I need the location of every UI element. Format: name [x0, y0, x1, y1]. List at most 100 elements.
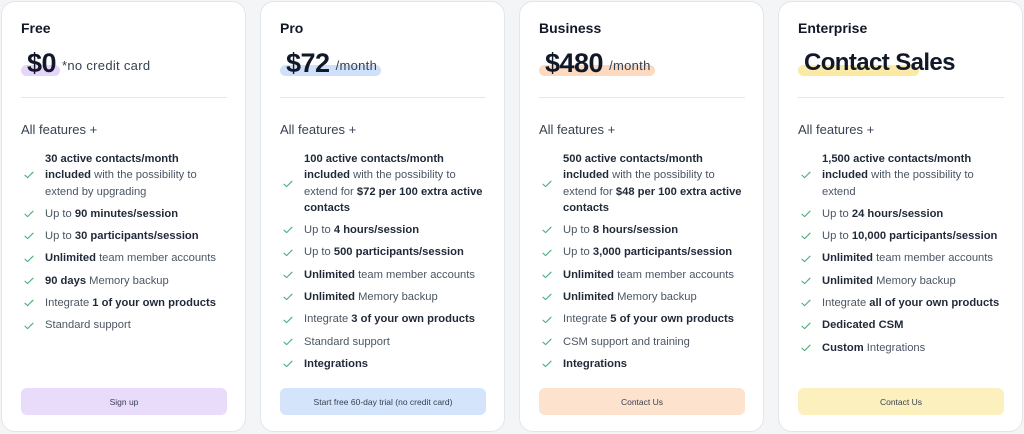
feature-item: Integrate 5 of your own products: [539, 311, 745, 327]
check-icon: [800, 297, 812, 309]
check-icon: [23, 297, 35, 309]
feature-text: Up to 8 hours/session: [563, 224, 679, 237]
feature-item: Unlimited team member accounts: [21, 250, 227, 266]
feature-item: Up to 500 participants/session: [280, 244, 486, 260]
check-icon: [800, 230, 812, 242]
divider: [798, 97, 1004, 98]
feature-text: Up to 90 minutes/session: [45, 207, 179, 220]
sign-up-button[interactable]: Sign up: [21, 388, 227, 415]
check-icon: [282, 314, 294, 326]
contact-us-button[interactable]: Contact Us: [798, 388, 1004, 415]
price-highlight: [280, 65, 382, 76]
divider: [280, 97, 486, 98]
feature-list: 100 active contacts/month included with …: [280, 151, 486, 378]
feature-text: CSM support and training: [563, 335, 690, 348]
feature-text: Integrations: [304, 357, 369, 370]
feature-text: Integrate 1 of your own products: [45, 297, 216, 310]
check-icon: [541, 247, 553, 259]
check-icon: [541, 269, 553, 281]
feature-item: Unlimited Memory backup: [798, 273, 1004, 289]
feature-text: 1,500 active contacts/month included wit…: [822, 153, 974, 198]
feature-item: Unlimited team member accounts: [280, 267, 486, 283]
plan-card-free: Free $0 *no credit card All features + 3…: [1, 1, 246, 432]
feature-text: Up to 3,000 participants/session: [563, 246, 733, 259]
price-row: $0 *no credit card: [21, 44, 150, 78]
plan-price: $0: [27, 48, 57, 78]
check-icon: [800, 253, 812, 265]
feature-item: Unlimited team member accounts: [798, 250, 1004, 266]
feature-text: Unlimited Memory backup: [563, 291, 697, 304]
feature-text: Up to 4 hours/session: [304, 224, 420, 237]
feature-item: 1,500 active contacts/month included wit…: [798, 151, 1004, 200]
feature-item: Dedicated CSM: [798, 317, 1004, 333]
check-icon: [541, 314, 553, 326]
feature-item: 90 days Memory backup: [21, 273, 227, 289]
feature-text: Unlimited team member accounts: [304, 268, 475, 281]
plan-name: Business: [539, 20, 602, 36]
start-trial-button[interactable]: Start free 60-day trial (no credit card): [280, 388, 486, 415]
plan-name: Free: [21, 20, 51, 36]
plan-card-business: Business $480 /month All features + 500 …: [519, 1, 764, 432]
check-icon: [23, 169, 35, 181]
feature-text: 30 active contacts/month included with t…: [45, 153, 197, 198]
check-icon: [23, 253, 35, 265]
feature-text: Up to 500 participants/session: [304, 246, 464, 259]
check-icon: [282, 269, 294, 281]
price-highlight: [21, 65, 61, 76]
feature-item: Unlimited Memory backup: [280, 289, 486, 305]
check-icon: [282, 178, 294, 190]
divider: [21, 97, 227, 98]
all-features-label: All features +: [798, 122, 875, 137]
feature-item: 100 active contacts/month included with …: [280, 151, 486, 216]
feature-item: Up to 10,000 participants/session: [798, 228, 1004, 244]
feature-text: 90 days Memory backup: [45, 274, 169, 287]
check-icon: [23, 320, 35, 332]
plan-price: $72: [286, 48, 330, 78]
feature-text: Dedicated CSM: [822, 319, 904, 332]
check-icon: [23, 275, 35, 287]
plan-name: Enterprise: [798, 20, 868, 36]
feature-item: Unlimited Memory backup: [539, 289, 745, 305]
check-icon: [541, 358, 553, 370]
plan-name: Pro: [280, 20, 304, 36]
price-highlight: [798, 65, 919, 76]
feature-text: Integrate all of your own products: [822, 297, 1000, 310]
check-icon: [23, 208, 35, 220]
feature-item: Up to 24 hours/session: [798, 206, 1004, 222]
feature-text: Up to 10,000 participants/session: [822, 230, 998, 243]
feature-item: Integrations: [280, 356, 486, 372]
plan-price: Contact Sales: [804, 49, 956, 76]
feature-item: Up to 3,000 participants/session: [539, 244, 745, 260]
feature-item: CSM support and training: [539, 334, 745, 350]
check-icon: [541, 291, 553, 303]
check-icon: [800, 320, 812, 332]
feature-item: Up to 4 hours/session: [280, 222, 486, 238]
contact-us-button[interactable]: Contact Us: [539, 388, 745, 415]
check-icon: [282, 247, 294, 259]
feature-item: 30 active contacts/month included with t…: [21, 151, 227, 200]
feature-text: Unlimited team member accounts: [563, 268, 734, 281]
feature-text: Unlimited Memory backup: [304, 291, 438, 304]
feature-item: Up to 90 minutes/session: [21, 206, 227, 222]
feature-item: 500 active contacts/month included with …: [539, 151, 745, 216]
check-icon: [800, 342, 812, 354]
plan-card-pro: Pro $72 /month All features + 100 active…: [260, 1, 505, 432]
feature-text: Unlimited team member accounts: [45, 252, 216, 265]
check-icon: [23, 230, 35, 242]
feature-text: 100 active contacts/month included with …: [304, 153, 483, 214]
feature-item: Up to 8 hours/session: [539, 222, 745, 238]
all-features-label: All features +: [21, 122, 98, 137]
feature-item: Unlimited team member accounts: [539, 267, 745, 283]
feature-item: Integrations: [539, 356, 745, 372]
feature-item: Standard support: [280, 334, 486, 350]
check-icon: [282, 291, 294, 303]
check-icon: [282, 358, 294, 370]
feature-item: Integrate 1 of your own products: [21, 295, 227, 311]
check-icon: [800, 169, 812, 181]
feature-list: 1,500 active contacts/month included wit…: [798, 151, 1004, 362]
feature-text: Integrate 3 of your own products: [304, 313, 475, 326]
check-icon: [282, 336, 294, 348]
feature-item: Integrate 3 of your own products: [280, 311, 486, 327]
plan-card-enterprise: Enterprise Contact Sales All features + …: [778, 1, 1023, 432]
check-icon: [541, 224, 553, 236]
